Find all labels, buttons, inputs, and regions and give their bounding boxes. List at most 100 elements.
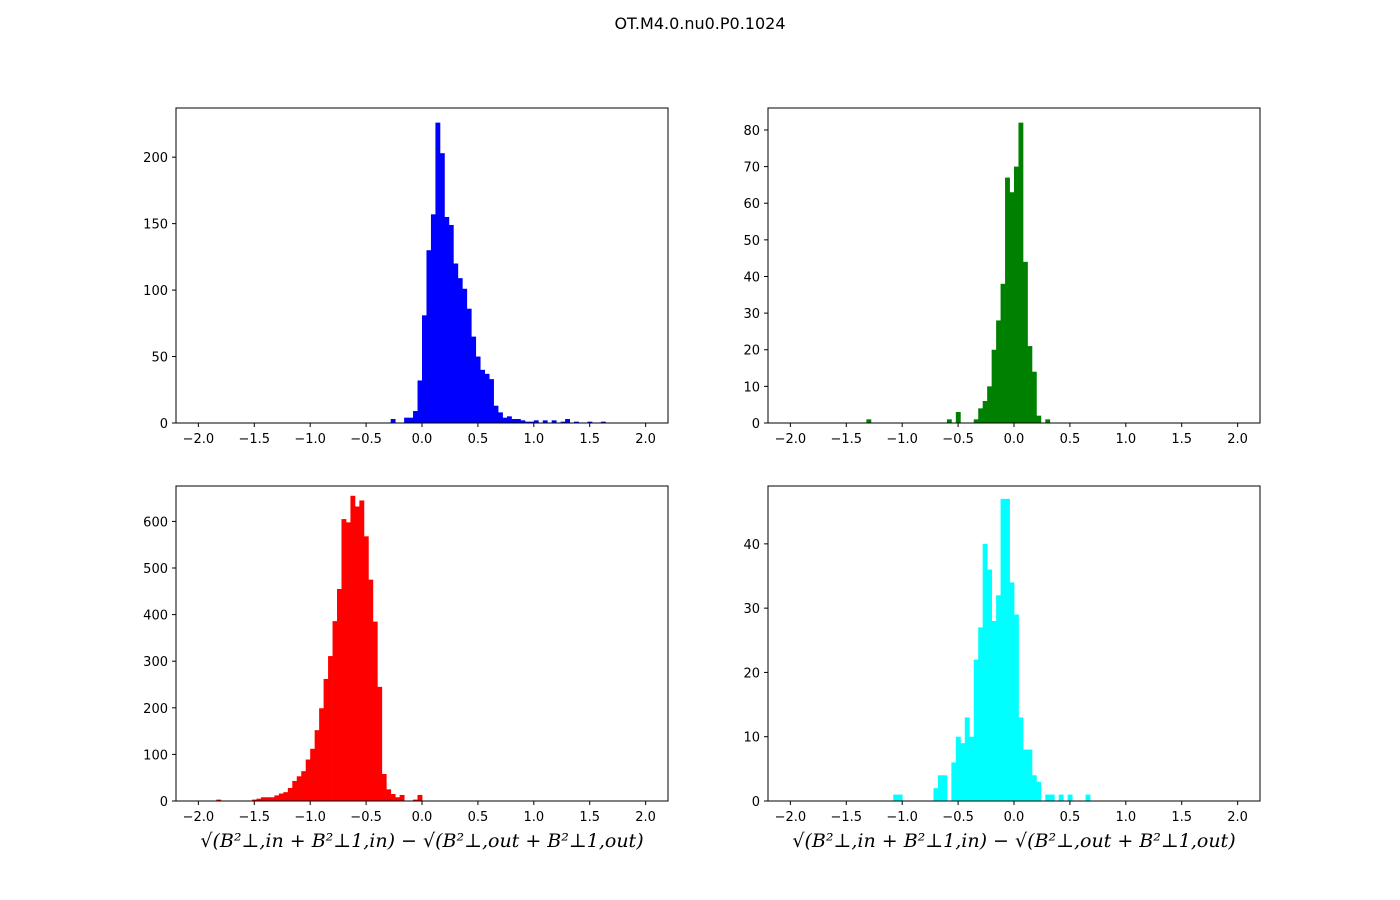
histogram-bar bbox=[1022, 749, 1028, 801]
histogram-bar bbox=[417, 380, 423, 423]
histogram-bar bbox=[951, 762, 957, 801]
histogram-bar bbox=[506, 416, 512, 423]
histogram-bar bbox=[417, 794, 423, 801]
y-tick-label: 20 bbox=[743, 666, 760, 681]
histogram-bar bbox=[283, 792, 289, 801]
y-tick-label: 0 bbox=[752, 417, 760, 432]
x-tick-label: −0.5 bbox=[350, 432, 382, 447]
x-tick-label: 0.5 bbox=[1060, 810, 1081, 825]
subplot-bottom-right: −2.0 −1.5 −1.0 −0.5 0.0 0.5 1.0 1.5 2.0 0 10 20 30 40 bbox=[743, 485, 1261, 825]
subplot-bottom-left: −2.0 −1.5 −1.0 −0.5 0.0 0.5 1.0 1.5 2.0 0 100 200 30… bbox=[143, 485, 669, 825]
histogram-bar bbox=[946, 419, 952, 423]
histogram-bar bbox=[216, 799, 222, 801]
y-tick-label: 30 bbox=[743, 602, 760, 617]
histogram-bar bbox=[1058, 794, 1064, 801]
histogram-bar bbox=[1045, 419, 1051, 423]
x-tick-label: −0.5 bbox=[942, 432, 974, 447]
x-tick-label: 0.5 bbox=[468, 810, 489, 825]
histogram-bar bbox=[515, 419, 521, 423]
x-tick-label: −0.5 bbox=[350, 810, 382, 825]
x-tick-label: 0.0 bbox=[1004, 432, 1025, 447]
histogram-bar bbox=[480, 369, 486, 423]
histogram-bar bbox=[600, 421, 606, 423]
histogram-bar bbox=[533, 420, 539, 423]
histogram-bar bbox=[969, 736, 975, 801]
histogram-bar bbox=[973, 659, 979, 801]
y-tick-label: 60 bbox=[743, 197, 760, 212]
histogram-bar bbox=[296, 776, 302, 801]
y-tick-label: 10 bbox=[743, 380, 760, 395]
histogram-bar bbox=[511, 419, 517, 423]
histogram-bar bbox=[395, 797, 401, 801]
x-tick-label: −1.5 bbox=[830, 432, 862, 447]
histogram-bar bbox=[991, 349, 997, 423]
histogram-bar bbox=[942, 775, 948, 801]
histogram-bar bbox=[1014, 614, 1019, 801]
y-tick-label: 80 bbox=[743, 124, 760, 139]
histogram-bar bbox=[354, 506, 360, 801]
histogram-bar bbox=[1018, 717, 1024, 801]
histogram-bar bbox=[413, 411, 418, 423]
x-tick-label: −1.5 bbox=[238, 810, 270, 825]
y-tick-label: 20 bbox=[743, 344, 760, 359]
y-tick-label: 100 bbox=[143, 748, 168, 763]
x-tick-label: −1.0 bbox=[886, 432, 918, 447]
histogram-bar bbox=[933, 788, 939, 801]
histogram-bar bbox=[448, 224, 454, 423]
histogram-bar bbox=[955, 412, 961, 423]
x-tick-label: −2.0 bbox=[775, 810, 807, 825]
y-tick-label: 200 bbox=[143, 702, 168, 717]
histogram-bar bbox=[408, 417, 414, 423]
histogram-bar bbox=[372, 621, 378, 801]
x-axis-label-text-left: √(B²⊥,in + B²⊥1,in) − √(B²⊥,out + B²⊥1,o… bbox=[200, 830, 644, 852]
y-tick-label: 150 bbox=[143, 218, 168, 233]
x-tick-label: 1.0 bbox=[523, 810, 544, 825]
x-tick-label: 1.0 bbox=[523, 432, 544, 447]
histogram-bar bbox=[292, 780, 298, 801]
histogram-bar bbox=[404, 417, 409, 423]
histogram-bar bbox=[305, 759, 311, 801]
x-tick-label: 1.0 bbox=[1115, 432, 1136, 447]
y-tick-label: 0 bbox=[160, 417, 168, 432]
histogram-bar bbox=[310, 748, 316, 801]
histogram-bar bbox=[937, 775, 943, 801]
histogram-bar bbox=[278, 793, 284, 801]
histogram-bar bbox=[332, 621, 338, 801]
histogram-bar bbox=[1045, 794, 1051, 801]
histogram-bar bbox=[982, 401, 988, 423]
histogram-bar bbox=[987, 386, 993, 423]
y-tick-label: 40 bbox=[743, 270, 760, 285]
x-tick-label: 1.5 bbox=[1171, 432, 1192, 447]
histogram-bar bbox=[269, 797, 275, 801]
histogram-bar bbox=[1005, 177, 1010, 423]
histogram-bar bbox=[542, 420, 548, 423]
histogram-bar bbox=[453, 263, 459, 423]
histogram-bar bbox=[489, 379, 494, 423]
x-tick-label: 2.0 bbox=[1227, 810, 1248, 825]
histogram-bar bbox=[1031, 775, 1037, 801]
histogram-bar bbox=[314, 730, 320, 801]
histogram-bar bbox=[1009, 582, 1015, 801]
histogram-bar bbox=[345, 522, 351, 801]
y-tick-label: 40 bbox=[743, 538, 760, 553]
histogram-bar bbox=[866, 419, 872, 423]
histogram-bar bbox=[341, 519, 347, 801]
histogram-bar bbox=[390, 419, 396, 423]
x-tick-label: 2.0 bbox=[1227, 432, 1248, 447]
histogram-bar bbox=[978, 408, 984, 423]
histogram-bar bbox=[390, 794, 396, 801]
histogram-bar bbox=[319, 708, 324, 801]
histogram-bar bbox=[973, 419, 979, 423]
histogram-bar bbox=[359, 500, 365, 801]
histogram-bar bbox=[987, 569, 993, 801]
histogram-bar bbox=[520, 420, 526, 423]
x-tick-label: −1.5 bbox=[238, 432, 270, 447]
histogram-bar bbox=[368, 579, 374, 801]
histogram-bar bbox=[565, 419, 570, 423]
histogram-bar bbox=[1027, 749, 1033, 801]
histogram-bar bbox=[982, 543, 988, 801]
histogram-bar bbox=[991, 621, 997, 801]
x-tick-label: −2.0 bbox=[183, 810, 215, 825]
